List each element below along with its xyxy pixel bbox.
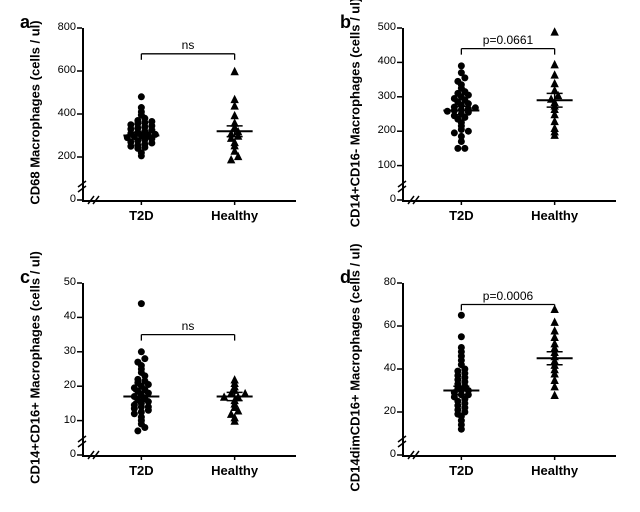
data-point-circle [458, 344, 465, 351]
data-point-circle [134, 359, 141, 366]
y-tick-label: 0 [46, 448, 76, 460]
y-tick-label: 400 [366, 55, 396, 67]
significance-bracket [461, 49, 554, 55]
data-point-triangle [550, 391, 558, 399]
significance-text: p=0.0006 [463, 289, 553, 303]
y-tick-label: 500 [366, 21, 396, 33]
x-group-label: Healthy [515, 463, 595, 478]
y-tick-label: 60 [366, 319, 396, 331]
data-point-triangle [230, 95, 238, 103]
data-point-triangle [550, 70, 558, 78]
data-point-circle [465, 128, 472, 135]
panel-d: d CD14dimCD16+ Macrophages (cells / ul) … [330, 265, 630, 495]
panel-a-ylabel: CD68 Macrophages (cells / ul) [28, 13, 43, 213]
significance-text: ns [143, 38, 233, 52]
data-point-circle [138, 104, 145, 111]
y-tick-label: 200 [366, 124, 396, 136]
data-point-triangle [550, 79, 558, 87]
data-point-circle [458, 333, 465, 340]
data-point-circle [138, 93, 145, 100]
data-point-circle [454, 368, 461, 375]
panel-b-ylabel: CD14+CD16- Macrophages (cells / ul) [348, 0, 363, 236]
y-tick-label: 30 [46, 345, 76, 357]
data-point-circle [145, 403, 152, 410]
data-point-circle [141, 355, 148, 362]
data-point-circle [458, 62, 465, 69]
y-tick-label: 0 [366, 193, 396, 205]
data-point-circle [148, 118, 155, 125]
significance-bracket [141, 335, 234, 341]
significance-bracket [461, 305, 554, 311]
panel-c: c CD14+CD16+ Macrophages (cells / ul) 01… [10, 265, 310, 495]
panel-d-svg [402, 283, 614, 455]
data-point-triangle [230, 375, 238, 383]
data-point-circle [454, 78, 461, 85]
data-point-circle [458, 312, 465, 319]
significance-text: p=0.0661 [463, 33, 553, 47]
y-tick-label: 600 [46, 64, 76, 76]
panel-c-svg [82, 283, 294, 455]
y-tick-label: 40 [46, 310, 76, 322]
data-point-triangle [550, 60, 558, 68]
x-group-label: T2D [101, 463, 181, 478]
y-tick-label: 100 [366, 159, 396, 171]
x-group-label: T2D [421, 208, 501, 223]
x-group-label: T2D [421, 463, 501, 478]
y-tick-label: 0 [366, 448, 396, 460]
y-tick-label: 50 [46, 276, 76, 288]
y-tick-label: 300 [366, 90, 396, 102]
data-point-circle [134, 427, 141, 434]
data-point-circle [458, 69, 465, 76]
data-point-triangle [230, 111, 238, 119]
y-tick-label: 10 [46, 414, 76, 426]
panel-b-svg [402, 28, 614, 200]
panel-a-svg [82, 28, 294, 200]
data-point-triangle [550, 326, 558, 334]
figure-container: a CD68 Macrophages (cells / ul) 02004006… [0, 0, 640, 512]
y-tick-label: 400 [46, 107, 76, 119]
y-tick-label: 80 [366, 276, 396, 288]
data-point-triangle [550, 318, 558, 326]
y-tick-label: 0 [46, 193, 76, 205]
significance-bracket [141, 54, 234, 60]
significance-text: ns [143, 319, 233, 333]
y-tick-label: 40 [366, 362, 396, 374]
panel-b: b CD14+CD16- Macrophages (cells / ul) 01… [330, 10, 630, 240]
y-tick-label: 20 [46, 379, 76, 391]
data-point-circle [134, 376, 141, 383]
x-group-label: Healthy [195, 463, 275, 478]
data-point-circle [451, 129, 458, 136]
panel-a: a CD68 Macrophages (cells / ul) 02004006… [10, 10, 310, 240]
data-point-triangle [227, 155, 235, 163]
data-point-circle [138, 300, 145, 307]
data-point-circle [454, 145, 461, 152]
data-point-circle [127, 121, 134, 128]
data-point-circle [461, 145, 468, 152]
x-group-label: T2D [101, 208, 181, 223]
x-group-label: Healthy [195, 208, 275, 223]
data-point-circle [138, 348, 145, 355]
panel-c-ylabel: CD14+CD16+ Macrophages (cells / ul) [28, 245, 43, 491]
data-point-circle [458, 133, 465, 140]
y-tick-label: 200 [46, 150, 76, 162]
y-tick-label: 20 [366, 405, 396, 417]
y-tick-label: 800 [46, 21, 76, 33]
panel-d-ylabel: CD14dimCD16+ Macrophages (cells / ul) [348, 240, 363, 496]
x-group-label: Healthy [515, 208, 595, 223]
data-point-triangle [230, 67, 238, 75]
